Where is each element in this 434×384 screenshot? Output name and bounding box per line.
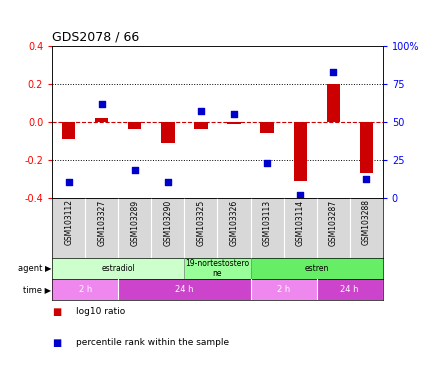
Bar [161,122,174,143]
Bar [326,84,339,122]
Text: 24 h: 24 h [340,285,358,294]
Bar [128,122,141,129]
Point [98,101,105,107]
Bar [250,258,382,279]
Text: 19-nortestostero
ne: 19-nortestostero ne [185,259,249,278]
Text: GSM103112: GSM103112 [64,199,73,245]
Bar [62,122,75,139]
Text: time ▶: time ▶ [23,285,51,294]
Text: GSM103288: GSM103288 [361,199,370,245]
Text: GSM103325: GSM103325 [196,199,205,246]
Point [65,179,72,185]
Point [263,160,270,166]
Text: estren: estren [304,264,328,273]
Text: 24 h: 24 h [175,285,193,294]
Point [197,108,204,114]
Bar [52,279,118,300]
Text: estradiol: estradiol [101,264,135,273]
Text: ■: ■ [52,338,61,348]
Text: ■: ■ [52,307,61,317]
Text: GSM103287: GSM103287 [328,199,337,245]
Text: GSM103289: GSM103289 [130,199,139,245]
Text: 2 h: 2 h [79,285,92,294]
Text: GSM103326: GSM103326 [229,199,238,246]
Bar [52,258,184,279]
Bar [184,258,250,279]
Text: percentile rank within the sample: percentile rank within the sample [76,338,229,347]
Point [230,111,237,118]
Bar [95,118,108,122]
Text: GSM103290: GSM103290 [163,199,172,246]
Bar [227,122,240,124]
Bar [316,279,382,300]
Bar [118,279,250,300]
Point [296,192,303,198]
Text: GSM103114: GSM103114 [295,199,304,245]
Bar [293,122,306,180]
Bar [194,122,207,129]
Text: GSM103327: GSM103327 [97,199,106,246]
Text: GDS2078 / 66: GDS2078 / 66 [52,30,139,43]
Bar [250,279,316,300]
Point [131,167,138,174]
Bar [260,122,273,133]
Point [329,69,336,75]
Point [164,179,171,185]
Point [362,176,369,182]
Text: 2 h: 2 h [276,285,289,294]
Text: GSM103113: GSM103113 [262,199,271,245]
Bar [359,122,372,173]
Text: agent ▶: agent ▶ [18,264,51,273]
Text: log10 ratio: log10 ratio [76,307,125,316]
